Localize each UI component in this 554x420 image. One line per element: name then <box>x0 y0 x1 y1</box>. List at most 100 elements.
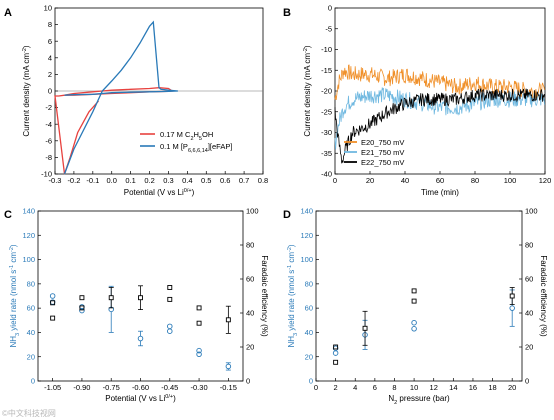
x-tick-label: 0.5 <box>201 176 211 185</box>
yield-rate-mean-point <box>509 305 515 311</box>
chart-panel-d: 0 2 4 6 8 10 12 14 16 18 20 0 20 40 60 80 100 120 140 0 20 40… <box>287 207 548 406</box>
faradaic-efficiency-point <box>79 305 85 311</box>
faradaic-efficiency-point <box>333 359 339 365</box>
y-tick-label: 100 <box>22 255 35 264</box>
y-tick-label: -6 <box>45 136 52 145</box>
yield-rate-mean-point <box>137 335 144 342</box>
x-axis-label: Time (min) <box>421 188 459 197</box>
x-tick-label: -0.30 <box>191 383 208 392</box>
panel-label-b: B <box>283 7 291 19</box>
x-tick-label: 0.8 <box>258 176 268 185</box>
faradaic-efficiency-point <box>196 320 202 326</box>
y-tick-label: -25 <box>321 107 332 116</box>
yield-rate-point <box>196 347 202 354</box>
y-axis-label: Current density (mA cm-2) <box>303 45 312 136</box>
y-axis-label: NH3 yield rate (nmol s-1 cm-2) <box>287 244 299 347</box>
legend-label: 0.17 M C2H5OH <box>160 130 213 142</box>
y-tick-label: 100 <box>300 255 313 264</box>
x-tick-label: -0.90 <box>73 383 90 392</box>
x-tick-label: 0.3 <box>163 176 173 185</box>
yield-rate-point <box>411 319 417 326</box>
y-tick-label: 0 <box>309 377 313 386</box>
x-tick-label: 2 <box>334 383 338 392</box>
y-tick-label: -10 <box>321 45 332 54</box>
y2-tick-label: 20 <box>246 343 254 352</box>
y-tick-label: 60 <box>27 304 35 313</box>
legend-label: 0.1 M [P6,6,6,14][eFAP] <box>160 142 232 154</box>
x-tick-label: 0.6 <box>220 176 230 185</box>
y-tick-label: -5 <box>325 24 332 33</box>
yield-rate-point <box>49 293 56 299</box>
x-tick-label: 0.7 <box>239 176 249 185</box>
chart-panel-b: 0 20 40 60 80 100 120 -40 -35 -30 -25 -20 -15 -10 -5 0 T… <box>303 4 551 197</box>
yield-rate-point <box>167 328 173 334</box>
x-tick-label: 20 <box>508 383 516 392</box>
x-tick-label: 0.1 <box>125 176 135 185</box>
x-tick-label: -0.75 <box>103 383 120 392</box>
x-tick-label: 100 <box>504 176 517 185</box>
legend-label: E22_750 mV <box>361 158 404 167</box>
faradaic-efficiency-mean-point <box>108 295 114 301</box>
x-tick-label: -0.45 <box>161 383 178 392</box>
y-tick-label: 0 <box>328 4 332 13</box>
y-tick-label: 4 <box>48 53 52 62</box>
yield-rate-point <box>196 351 202 358</box>
x-tick-label: 10 <box>410 383 418 392</box>
faradaic-efficiency-point <box>167 285 173 290</box>
y-tick-label: -8 <box>45 153 52 162</box>
faradaic-efficiency-mean-point <box>362 325 368 331</box>
faradaic-efficiency-point <box>167 296 173 302</box>
y-tick-label: 2 <box>48 70 52 79</box>
x-tick-label: 0 <box>314 383 318 392</box>
x-tick-label: 80 <box>471 176 479 185</box>
y2-tick-label: 60 <box>246 275 254 284</box>
y2-tick-label: 40 <box>525 309 533 318</box>
x-axis-label: Potential (V vs Li0/+) <box>105 394 176 403</box>
faradaic-efficiency-point <box>411 288 417 294</box>
x-tick-label: 120 <box>539 176 552 185</box>
x-tick-label: -0.2 <box>67 176 80 185</box>
faradaic-efficiency-point <box>50 300 56 306</box>
y-tick-label: -4 <box>45 120 52 129</box>
x-tick-label: 60 <box>436 176 444 185</box>
x-tick-label: -1.05 <box>44 383 61 392</box>
panel-label-c: C <box>4 209 12 221</box>
y-axis-label: Current density (mA cm-2) <box>22 45 31 136</box>
yield-rate-point <box>411 326 417 332</box>
y2-axis-label: Faradaic efficiency (%) <box>539 255 548 337</box>
x-tick-label: 8 <box>392 383 396 392</box>
y-tick-label: -35 <box>321 149 332 158</box>
y-axis-label: NH3 yield rate (nmol s-1 cm-2) <box>9 244 21 347</box>
y-tick-label: 120 <box>300 231 313 240</box>
y-tick-label: 80 <box>305 279 313 288</box>
y-tick-label: -2 <box>45 103 52 112</box>
yield-rate-point <box>167 323 173 330</box>
x-tick-label: 4 <box>353 383 357 392</box>
y-tick-label: 120 <box>22 231 35 240</box>
y2-tick-label: 0 <box>525 377 529 386</box>
plot-frame <box>315 210 523 382</box>
series-line-3 <box>334 87 545 164</box>
panel-label-d: D <box>283 209 291 221</box>
y-tick-label: -15 <box>321 66 332 75</box>
x-tick-label: 12 <box>430 383 438 392</box>
y-tick-label: 80 <box>27 279 35 288</box>
x-tick-label: 6 <box>373 383 377 392</box>
series-line-1 <box>334 64 545 100</box>
x-tick-label: 16 <box>469 383 477 392</box>
series-line-1 <box>54 87 175 175</box>
y-tick-label: 0 <box>31 377 35 386</box>
watermark: ©中文科技视网 <box>2 408 56 418</box>
faradaic-efficiency-point <box>50 315 56 321</box>
legend-label: E20_750 mV <box>361 138 404 147</box>
y-tick-label: 20 <box>305 352 313 361</box>
faradaic-efficiency-mean-point <box>509 293 515 299</box>
y-tick-label: 40 <box>305 328 313 337</box>
y-tick-label: 6 <box>48 37 52 46</box>
y-tick-label: 10 <box>44 4 52 13</box>
faradaic-efficiency-point <box>411 298 417 304</box>
y2-tick-label: 0 <box>246 377 250 386</box>
y2-axis-label: Faradaic efficiency (%) <box>260 255 269 337</box>
y2-tick-label: 20 <box>525 343 533 352</box>
